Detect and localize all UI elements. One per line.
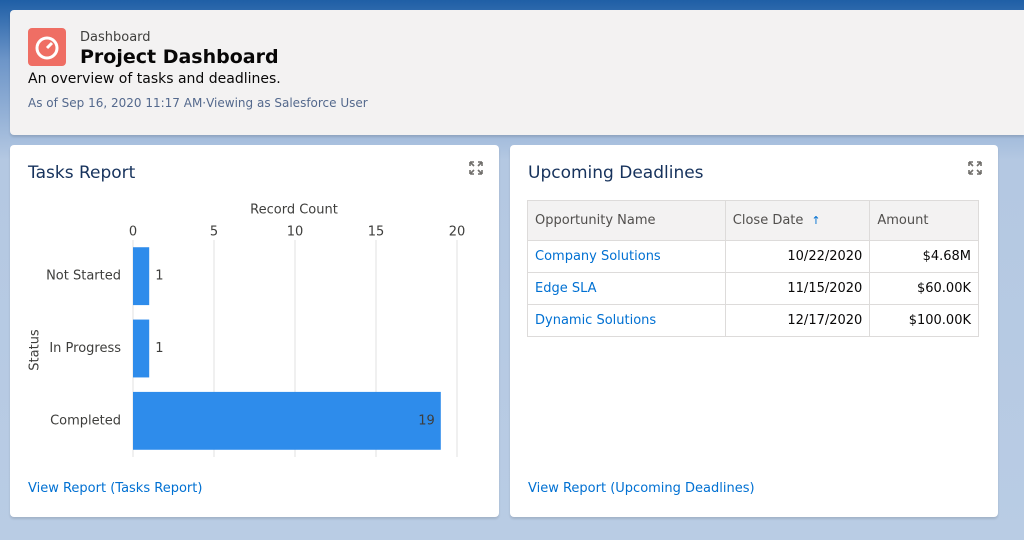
table-row: Dynamic Solutions 12/17/2020 $100.00K	[527, 304, 979, 337]
deadlines-table: Opportunity Name Close Date ↑ Amount Compan…	[527, 200, 979, 337]
table-cell: Edge SLA	[527, 272, 726, 305]
table-cell: Company Solutions	[527, 240, 726, 273]
view-report-link[interactable]: View Report (Upcoming Deadlines)	[528, 481, 755, 496]
x-tick-label: 15	[368, 225, 385, 240]
table-row: Edge SLA 11/15/2020 $60.00K	[527, 272, 979, 305]
opportunity-link[interactable]: Dynamic Solutions	[535, 313, 657, 328]
meta: As of Sep 16, 2020 11:17 AM·Viewing as S…	[28, 96, 368, 110]
table-cell: $100.00K	[869, 304, 979, 337]
panel-title: Tasks Report	[28, 163, 136, 183]
sort-icon[interactable]: ↑	[811, 214, 821, 227]
header-row: Opportunity Name Close Date ↑ Amount	[527, 200, 979, 241]
tasks-panel: Tasks Report Record Count Status 0 5 10 15 2…	[10, 145, 499, 517]
column-header: Amount	[869, 200, 979, 241]
x-tick-label: 20	[449, 225, 466, 240]
expand-button[interactable]	[968, 161, 982, 175]
expand-button[interactable]	[469, 161, 483, 175]
opportunity-link[interactable]: Company Solutions	[535, 249, 661, 264]
chart: Record Count Status 0 5 10 15 20 Not Started 1…	[28, 203, 466, 457]
y-tick-label: Not Started	[46, 269, 121, 284]
data-label: 1	[155, 341, 163, 356]
opportunity-link[interactable]: Edge SLA	[535, 281, 597, 296]
dashboard-icon	[28, 28, 66, 66]
bar	[133, 319, 150, 378]
breadcrumb: Dashboard	[80, 30, 151, 45]
panel-title: Upcoming Deadlines	[528, 163, 704, 183]
x-axis-label: Record Count	[250, 203, 338, 218]
description: An overview of tasks and deadlines.	[28, 71, 281, 87]
header: Dashboard Project Dashboard An overview …	[10, 10, 1024, 135]
table-cell: $4.68M	[869, 240, 979, 273]
data-label: 19	[418, 413, 435, 428]
table-cell: Dynamic Solutions	[527, 304, 726, 337]
table-cell: 12/17/2020	[724, 304, 871, 337]
bar	[133, 247, 150, 306]
y-axis-label: Status	[28, 329, 43, 371]
table-cell: 11/15/2020	[724, 272, 871, 305]
x-tick-label: 10	[287, 225, 304, 240]
table-cell: $60.00K	[869, 272, 979, 305]
column-header: Close Date ↑	[724, 200, 871, 241]
x-tick-label: 0	[129, 225, 137, 240]
x-tick-label: 5	[210, 225, 218, 240]
bar	[133, 391, 441, 450]
view-report-link[interactable]: View Report (Tasks Report)	[28, 481, 203, 496]
y-tick-label: Completed	[50, 413, 121, 428]
gauge-icon	[35, 36, 59, 60]
data-label: 1	[155, 269, 163, 284]
table-row: Company Solutions 10/22/2020 $4.68M	[527, 240, 979, 273]
y-tick-label: In Progress	[49, 341, 121, 356]
table-cell: 10/22/2020	[724, 240, 871, 273]
table-body: Company Solutions 10/22/2020 $4.68M Edge SL…	[527, 240, 979, 337]
page-title: Project Dashboard	[80, 46, 279, 68]
column-header: Opportunity Name	[527, 200, 726, 241]
deadlines-panel: Upcoming Deadlines Opportunity Name Close…	[510, 145, 998, 517]
